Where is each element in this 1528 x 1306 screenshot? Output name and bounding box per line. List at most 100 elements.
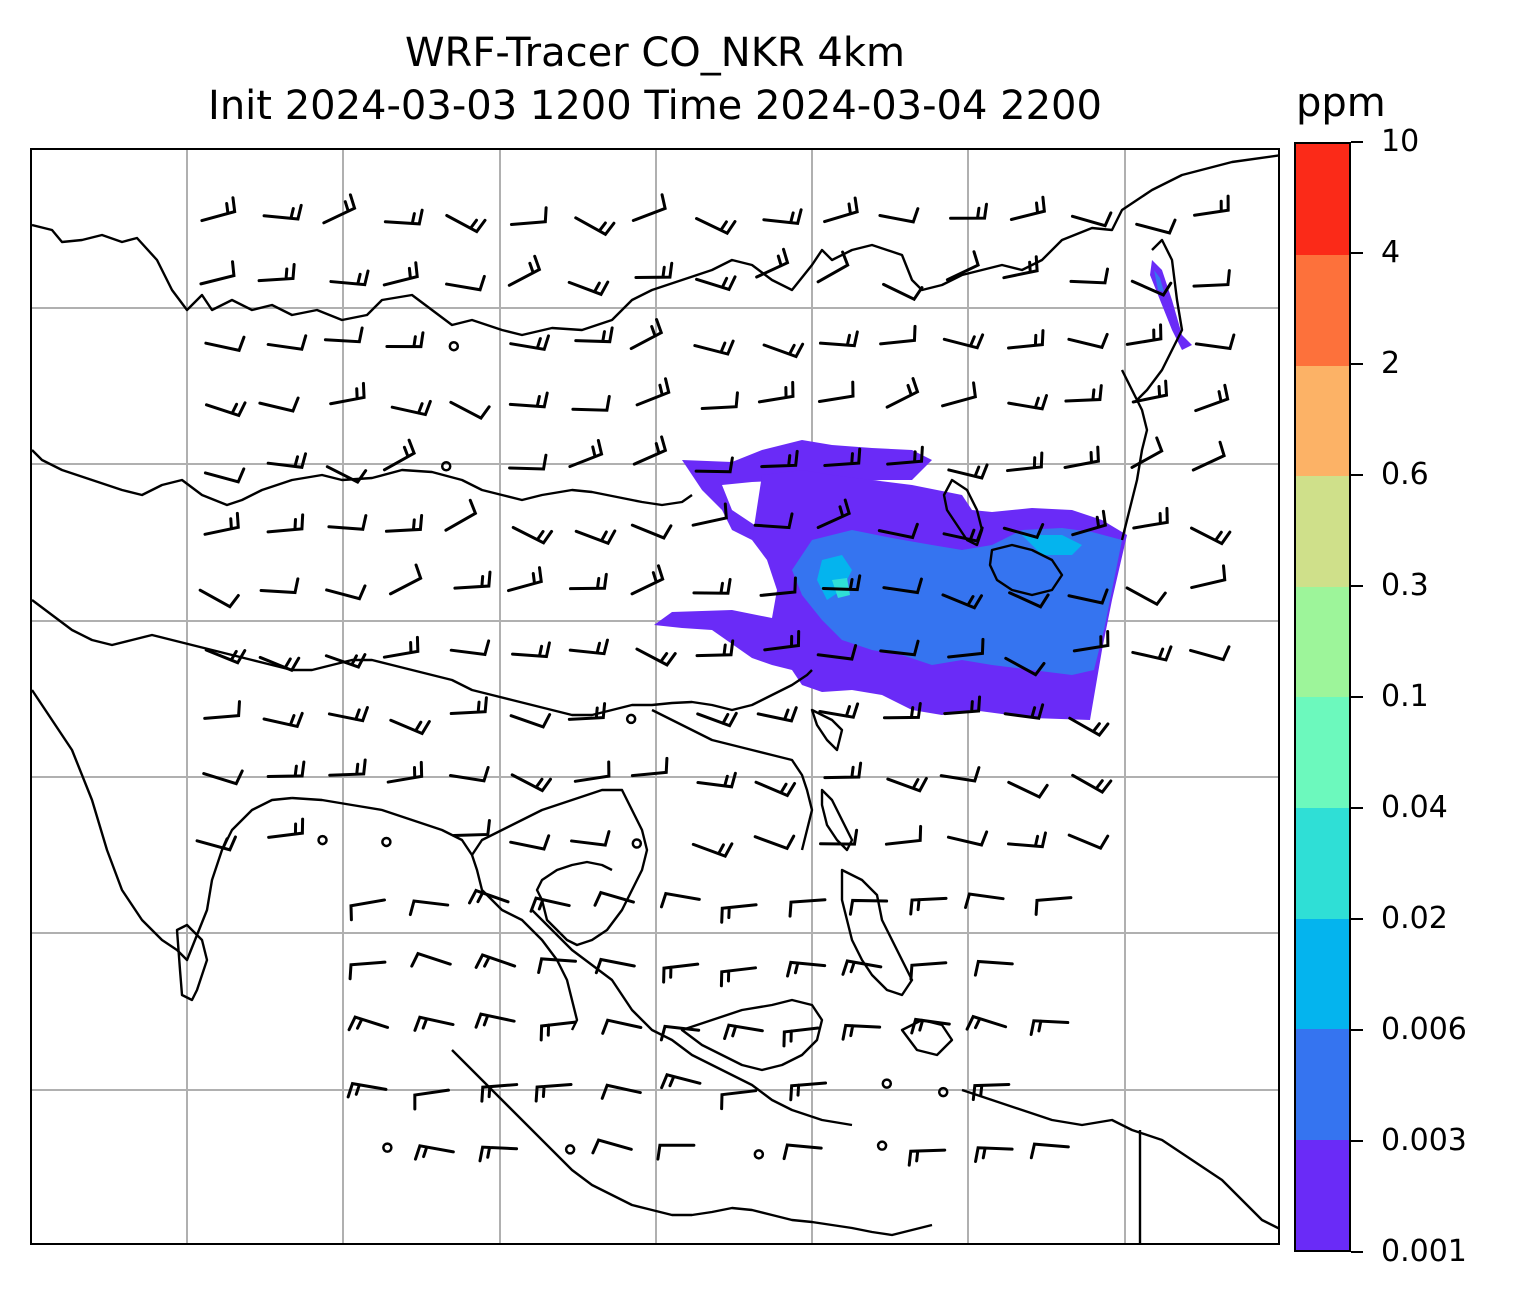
wind-barb: [449, 639, 491, 657]
wind-barb: [974, 1146, 1014, 1164]
wind-barb: [788, 898, 827, 918]
wind-barb: [539, 1020, 577, 1042]
wind-barb: [508, 391, 549, 409]
wind-barb: [1193, 194, 1230, 217]
wind-barb: [449, 696, 488, 716]
colorbar-tick-mark: [1351, 141, 1363, 143]
wind-barb: [1006, 451, 1044, 473]
colorbar-segment: [1296, 254, 1349, 366]
wind-barb: [593, 890, 635, 907]
wind-barb: [594, 957, 636, 975]
wind-barb: [877, 522, 919, 540]
wind-barb: [909, 961, 948, 981]
wind-barb: [947, 637, 985, 659]
wind-barb: [1004, 656, 1046, 677]
colorbar-segment: [1296, 586, 1349, 698]
wind-barb: [823, 447, 862, 468]
colorbar-tick-label: 0.02: [1381, 901, 1448, 936]
wind-barb: [509, 206, 548, 227]
wind-barb: [1067, 332, 1109, 350]
wind-barb: [567, 280, 610, 297]
wind-barb: [848, 898, 889, 916]
wind-barb: [204, 335, 246, 353]
wind-barb: [413, 1015, 455, 1032]
wind-barb: [1125, 323, 1163, 346]
colorbar-tick-mark: [1351, 363, 1363, 365]
wind-barb: [408, 899, 450, 917]
wind-barb: [258, 655, 301, 673]
colorbar-segment: [1296, 918, 1349, 1030]
wind-barb: [511, 525, 554, 545]
wind-barb: [719, 966, 758, 988]
colorbar-tick-label: 0.003: [1381, 1123, 1467, 1158]
wind-barb: [509, 713, 552, 729]
wind-barb: [1190, 564, 1227, 590]
wind-barb: [325, 465, 368, 485]
wind-barb: [720, 1089, 758, 1111]
wind-barb: [1034, 896, 1073, 916]
wind-barb: [1191, 440, 1226, 472]
wind-barb: [327, 514, 368, 531]
wind-barb: [389, 718, 431, 736]
wind-barb: [529, 896, 571, 913]
colorbar-tick-mark: [1351, 474, 1363, 476]
wind-barb: [1029, 1019, 1070, 1037]
wind-barb: [634, 261, 674, 280]
colorbar-tick-mark: [1351, 918, 1363, 920]
wind-barb: [568, 572, 608, 591]
wind-barb: [942, 526, 984, 543]
wind-barb: [203, 700, 241, 720]
wind-barb: [200, 196, 237, 223]
colorbar-tick-mark: [1351, 585, 1363, 587]
wind-barb: [601, 1018, 643, 1035]
wind-barb: [322, 193, 357, 225]
wind-barb: [656, 1143, 696, 1161]
wind-barb: [841, 959, 883, 976]
wind-barb: [453, 570, 492, 590]
wind-barb: [474, 953, 517, 969]
wind-barb: [329, 269, 370, 287]
wind-barb: [964, 892, 1005, 909]
calm-wind-marker: [753, 1149, 765, 1160]
wind-barb: [534, 1082, 573, 1103]
wind-barb: [600, 1083, 642, 1100]
wind-barb: [388, 563, 423, 596]
wind-barb: [695, 217, 737, 236]
wind-barb: [1008, 591, 1050, 609]
wind-barb: [508, 453, 548, 471]
calm-wind-marker: [937, 1086, 949, 1098]
wind-barb: [266, 513, 305, 534]
calm-wind-marker: [625, 713, 637, 725]
wind-barb: [1007, 394, 1048, 411]
wind-barb: [204, 648, 247, 665]
colorbar-tick-mark: [1351, 807, 1363, 809]
wind-barb: [257, 263, 296, 283]
wind-barb: [1192, 269, 1231, 288]
colorbar-tick-mark: [1351, 1029, 1363, 1031]
coastlines: [32, 154, 1278, 1243]
wind-barb: [571, 394, 611, 412]
wind-barb: [971, 1082, 1011, 1102]
calm-wind-marker: [564, 1144, 576, 1155]
wind-barb: [506, 566, 543, 593]
wind-barb: [478, 1145, 519, 1163]
wind-barb: [762, 208, 803, 225]
wind-barb: [878, 207, 920, 224]
wind-barb: [1069, 267, 1110, 285]
wind-barb: [574, 326, 614, 344]
wind-barb: [1007, 780, 1049, 799]
colorbar-tick-label: 0.6: [1381, 457, 1429, 492]
colorbar-tick-label: 4: [1381, 235, 1401, 270]
wind-barb: [445, 214, 487, 234]
colorbar-ticks: 0.001 0.003 0.006 0.02 0.04 0.1 0.3 0.6 2 4 10: [1351, 124, 1521, 1269]
colorbar-tick-mark: [1351, 1251, 1363, 1253]
wind-barb: [203, 467, 246, 484]
wind-barb: [1002, 523, 1045, 540]
colorbar-tick-label: 2: [1381, 346, 1401, 381]
wind-barb: [195, 835, 237, 852]
wind-barb: [659, 1024, 701, 1042]
wind-barb: [882, 577, 923, 595]
wind-barb: [204, 401, 247, 418]
wind-barb: [630, 564, 665, 596]
wind-barb: [449, 400, 491, 421]
